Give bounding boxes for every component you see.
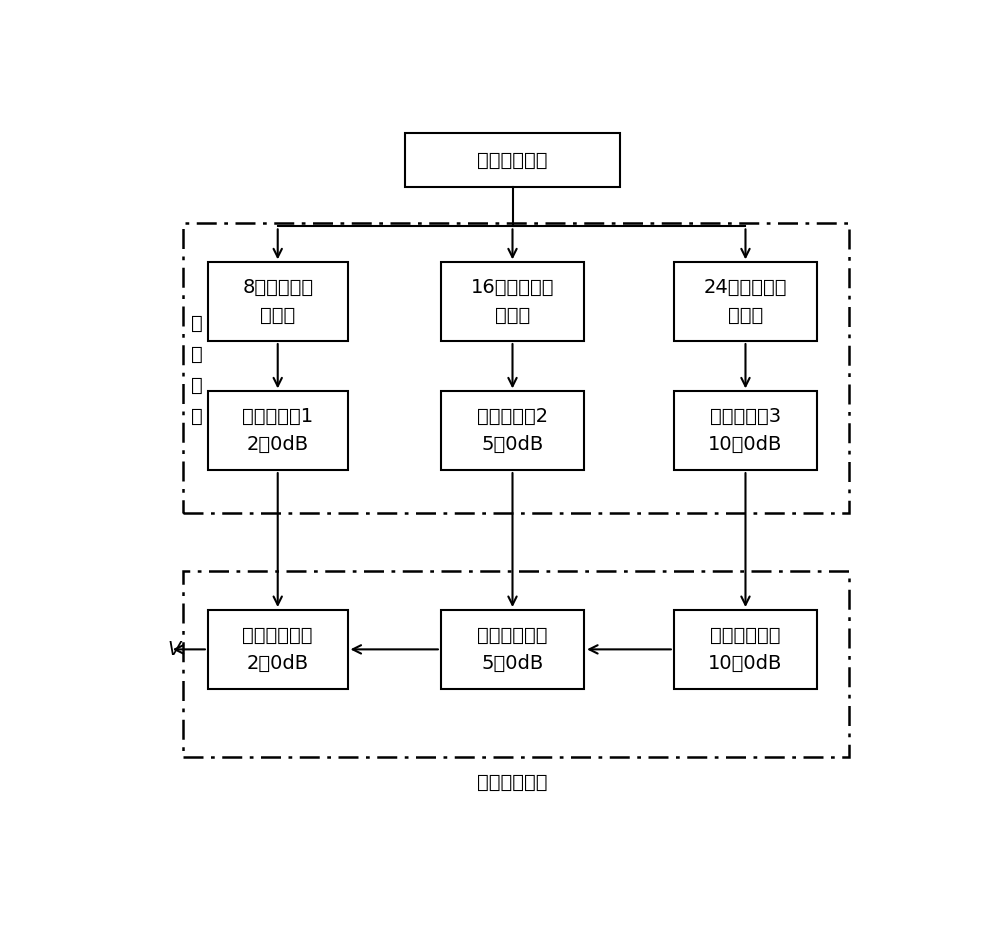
- Bar: [208, 391, 348, 470]
- Text: 第一级放大器
10～0dB: 第一级放大器 10～0dB: [708, 626, 783, 673]
- Bar: [183, 223, 849, 513]
- Text: 驱动电路模块: 驱动电路模块: [477, 773, 548, 791]
- Text: 放大从模块2
5～0dB: 放大从模块2 5～0dB: [477, 407, 548, 454]
- Text: 放大从模块1
2～0dB: 放大从模块1 2～0dB: [242, 407, 313, 454]
- Bar: [674, 263, 817, 341]
- Text: 8位数模转换
子模块: 8位数模转换 子模块: [242, 278, 313, 325]
- Bar: [441, 391, 584, 470]
- Bar: [441, 263, 584, 341]
- Text: 16位数模转换
子模块: 16位数模转换 子模块: [471, 278, 554, 325]
- Text: 第三级放大器
2～0dB: 第三级放大器 2～0dB: [242, 626, 313, 673]
- Text: 决
策
模
块: 决 策 模 块: [191, 314, 203, 425]
- Bar: [674, 391, 817, 470]
- Bar: [674, 610, 817, 689]
- Bar: [183, 571, 849, 757]
- Text: 信息处理模块: 信息处理模块: [477, 151, 548, 169]
- Bar: [208, 610, 348, 689]
- Text: 放大从模块3
10～0dB: 放大从模块3 10～0dB: [708, 407, 783, 454]
- Text: 第二级放大器
5～0dB: 第二级放大器 5～0dB: [477, 626, 548, 673]
- Bar: [441, 610, 584, 689]
- Bar: [208, 263, 348, 341]
- Text: 24位数模转换
子模块: 24位数模转换 子模块: [704, 278, 787, 325]
- Bar: [405, 133, 620, 187]
- Text: V: V: [167, 640, 181, 659]
